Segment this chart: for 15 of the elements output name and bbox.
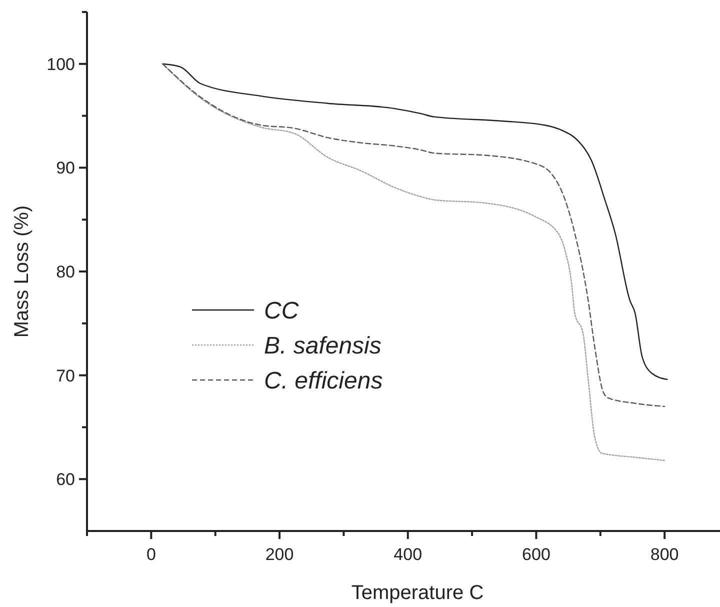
y-tick-label: 70 [56, 366, 75, 386]
x-tick-label: 600 [522, 545, 550, 564]
x-tick-label: 800 [650, 545, 679, 564]
x-tick-label: 200 [265, 545, 294, 564]
x-axis-title: Temperature C [351, 582, 484, 604]
y-tick-label: 100 [46, 54, 75, 74]
legend-label: C. efficiens [264, 367, 383, 394]
legend-label: B. safensis [264, 332, 382, 360]
y-axis-title: Mass Loss (%) [11, 205, 33, 338]
x-tick-label: 0 [146, 545, 156, 564]
y-tick-label: 60 [56, 470, 75, 490]
x-tick-label: 400 [394, 545, 422, 564]
y-tick-label: 80 [56, 262, 75, 282]
legend-label: CC [264, 297, 300, 324]
y-tick-label: 90 [56, 158, 75, 178]
